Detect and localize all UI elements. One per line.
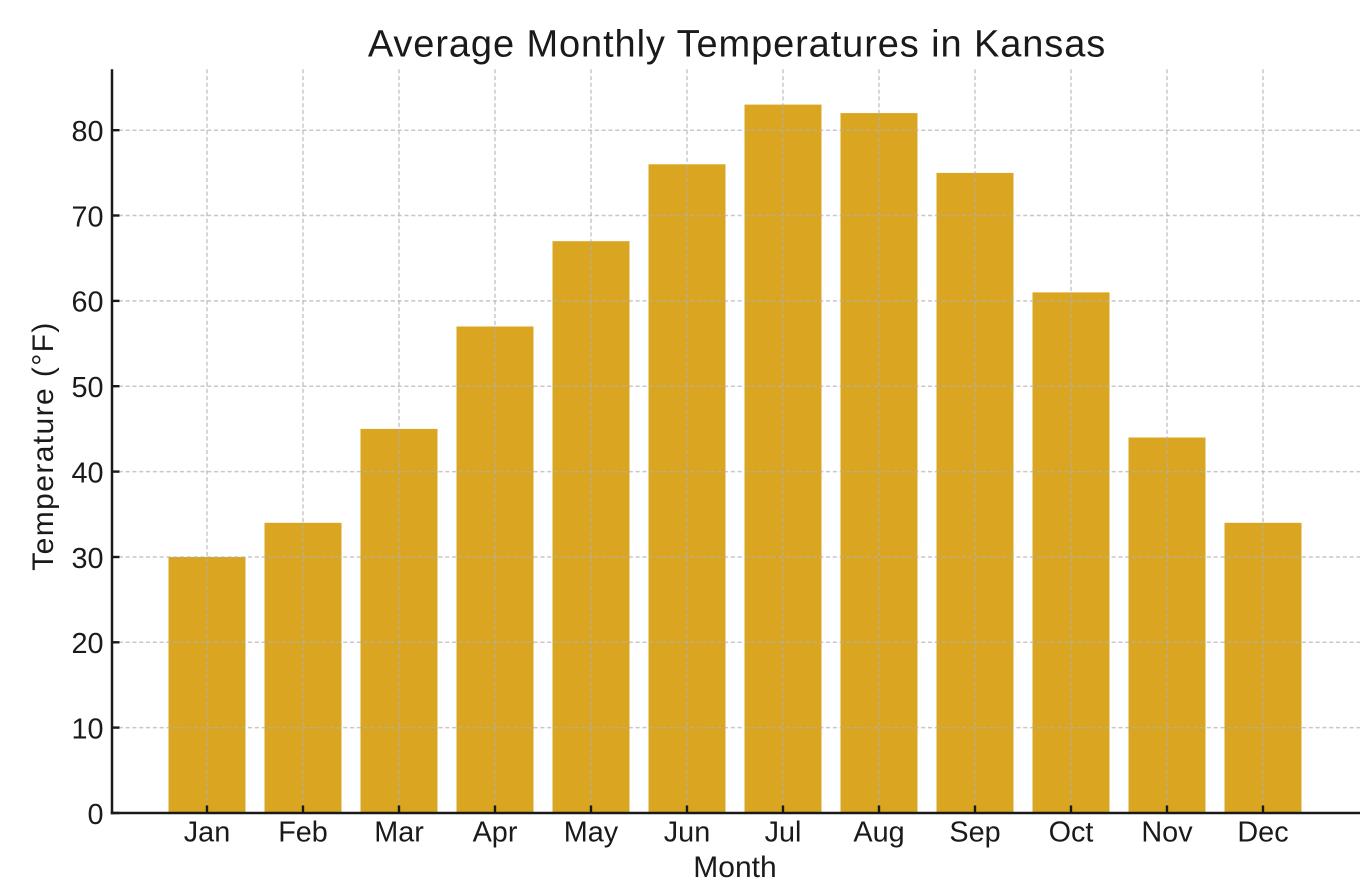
- svg-text:May: May: [564, 817, 619, 849]
- svg-text:80: 80: [71, 116, 103, 148]
- svg-text:Feb: Feb: [278, 817, 328, 849]
- svg-text:Mar: Mar: [374, 817, 424, 849]
- svg-text:Temperature (°F): Temperature (°F): [27, 321, 60, 570]
- svg-text:Dec: Dec: [1237, 817, 1288, 849]
- svg-text:Jan: Jan: [184, 817, 230, 849]
- svg-text:Aug: Aug: [853, 817, 904, 849]
- svg-text:Nov: Nov: [1141, 817, 1193, 849]
- svg-text:40: 40: [71, 457, 103, 489]
- svg-text:Average Monthly Temperatures i: Average Monthly Temperatures in Kansas: [368, 24, 1106, 66]
- svg-text:20: 20: [71, 628, 103, 660]
- svg-text:70: 70: [71, 201, 103, 233]
- svg-text:10: 10: [71, 713, 103, 745]
- svg-text:Apr: Apr: [473, 817, 518, 849]
- svg-text:Jul: Jul: [765, 817, 802, 849]
- svg-text:30: 30: [71, 543, 103, 575]
- svg-text:Jun: Jun: [664, 817, 710, 849]
- svg-text:Month: Month: [693, 851, 776, 884]
- svg-text:Oct: Oct: [1049, 817, 1094, 849]
- svg-text:60: 60: [71, 287, 103, 319]
- svg-text:Sep: Sep: [949, 817, 1000, 849]
- svg-text:50: 50: [71, 372, 103, 404]
- svg-text:0: 0: [87, 799, 103, 831]
